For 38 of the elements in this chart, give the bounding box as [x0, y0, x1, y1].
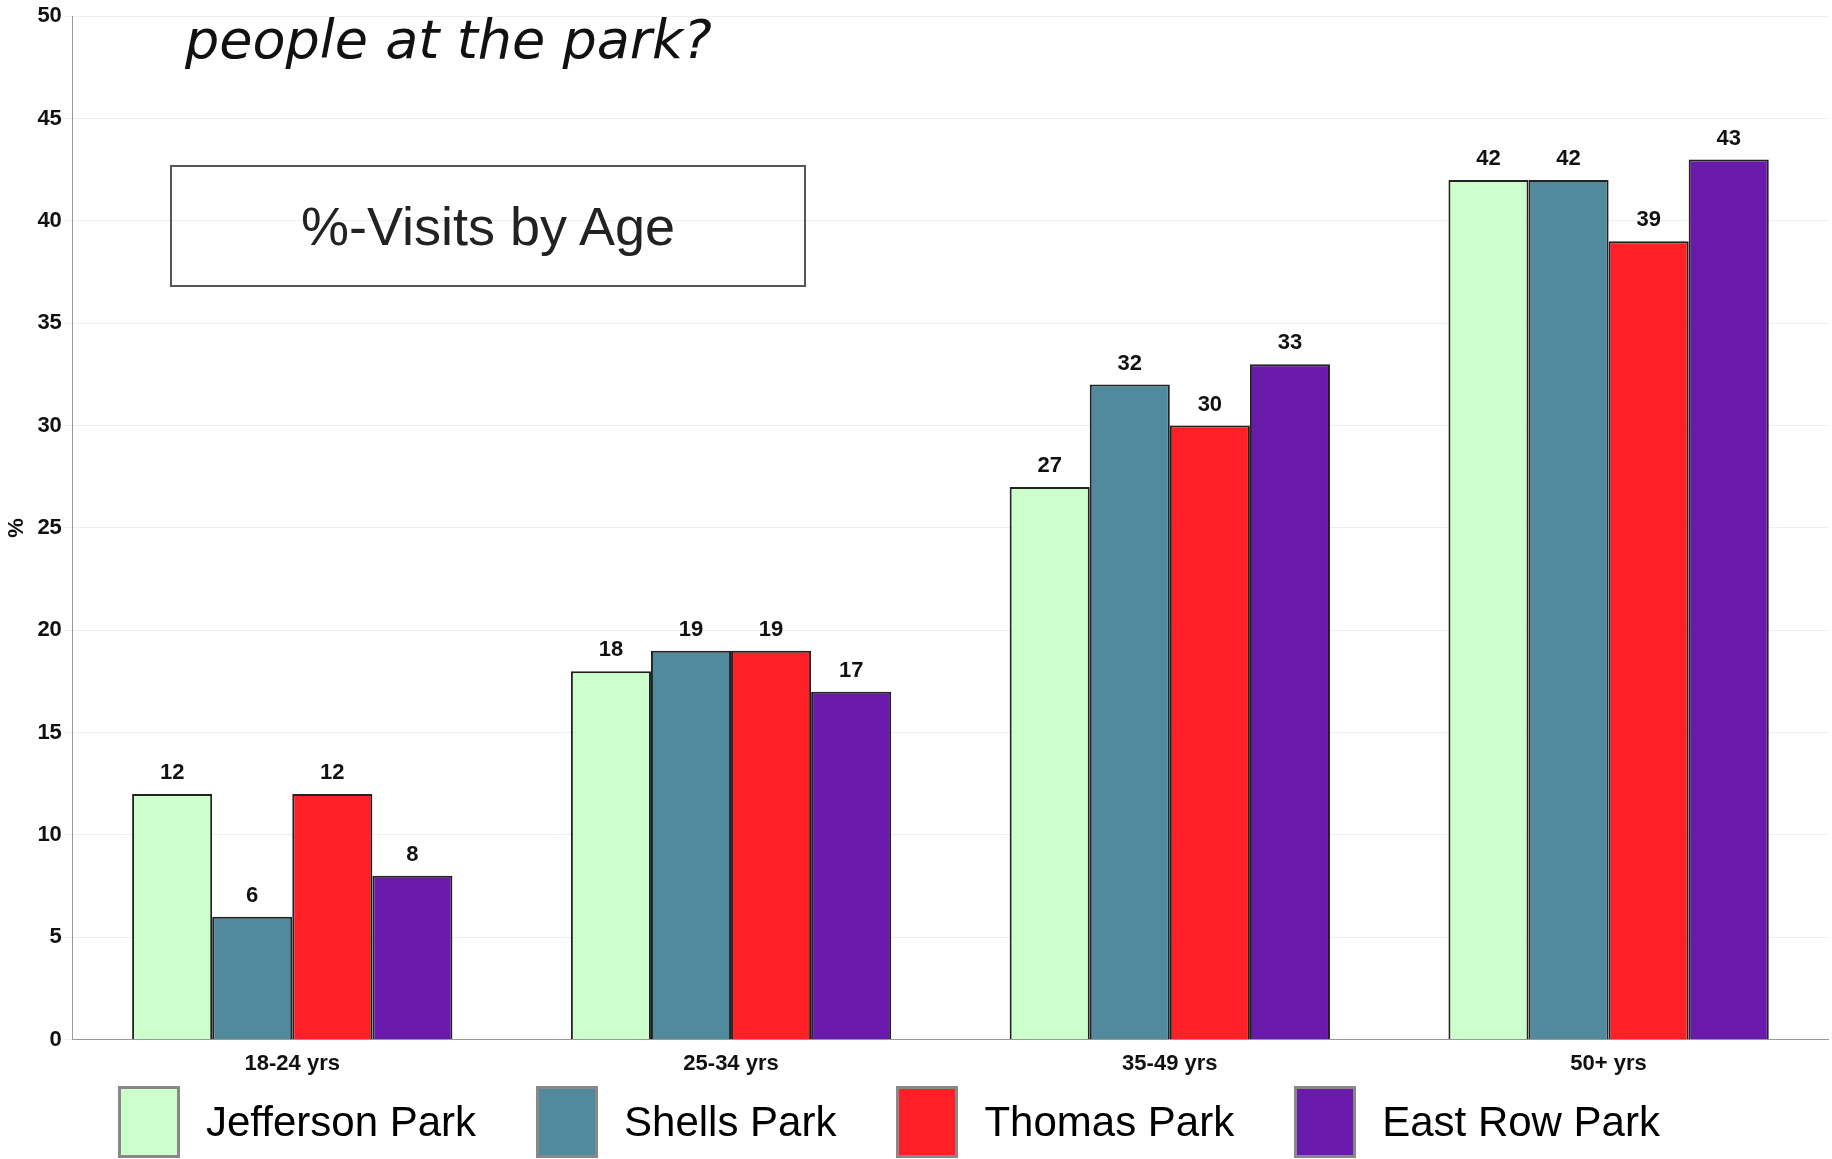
data-label: 12 [320, 759, 345, 785]
y-tick-label: 5 [49, 923, 62, 949]
legend-label: Shells Park [624, 1098, 837, 1146]
data-label: 18 [598, 636, 624, 662]
y-tick-label: 15 [37, 718, 62, 744]
y-tick-label: 50 [37, 2, 62, 28]
y-tick-label: 45 [37, 104, 62, 130]
data-label: 42 [1476, 145, 1501, 171]
data-label: 17 [838, 656, 864, 682]
x-tick-label: 35-49 yrs [1122, 1049, 1218, 1075]
data-label: 6 [246, 881, 259, 907]
data-label: 33 [1277, 329, 1303, 355]
x-tick-label: 50+ yrs [1570, 1049, 1647, 1075]
data-label: 8 [406, 840, 419, 866]
chart-title: people at the park? [185, 8, 712, 71]
data-label: 32 [1117, 349, 1143, 375]
data-label: 19 [678, 615, 704, 641]
y-axis-title: % [3, 518, 29, 538]
data-label: 30 [1197, 390, 1223, 416]
data-label: 19 [758, 615, 784, 641]
y-tick-label: 30 [37, 411, 62, 437]
x-tick-label: 25-34 yrs [683, 1049, 779, 1075]
y-tick-label: 35 [37, 309, 62, 335]
data-label: 39 [1636, 206, 1661, 232]
y-tick-label: 40 [37, 206, 62, 232]
y-tick-label: 0 [49, 1025, 62, 1051]
x-tick-label: 18-24 yrs [244, 1049, 340, 1075]
data-label: 27 [1037, 452, 1062, 478]
y-tick-label: 25 [37, 513, 62, 539]
legend-label: Jefferson Park [206, 1098, 477, 1146]
legend-label: Thomas Park [984, 1098, 1235, 1146]
data-label: 42 [1556, 145, 1581, 171]
y-tick-label: 10 [37, 820, 62, 846]
data-label: 12 [159, 759, 185, 785]
legend-label: East Row Park [1382, 1098, 1660, 1146]
text: %-Visits by Age [170, 165, 806, 287]
data-label: 43 [1716, 124, 1741, 150]
y-tick-label: 20 [37, 616, 62, 642]
